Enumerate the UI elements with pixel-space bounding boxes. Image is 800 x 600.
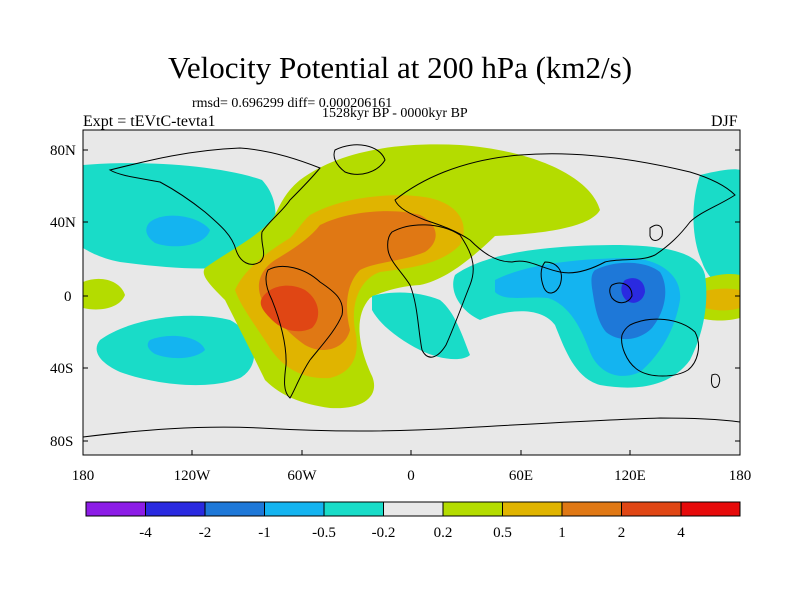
lat-label-40n: 40N bbox=[50, 215, 76, 231]
lon-label-120e: 120E bbox=[614, 468, 646, 484]
colorbar-swatch-11 bbox=[681, 502, 740, 516]
lon-label-120w: 120W bbox=[174, 468, 212, 484]
australia-coast bbox=[621, 318, 699, 377]
lon-label-180w: 180 bbox=[72, 468, 95, 484]
colorbar-swatch-9 bbox=[562, 502, 622, 516]
japan-coast bbox=[649, 224, 663, 241]
stats-text: rmsd= 0.696299 diff= 0.000206161 bbox=[192, 96, 393, 111]
south-atlantic-negative-region bbox=[372, 292, 470, 360]
lon-label-60w: 60W bbox=[287, 468, 317, 484]
south-america-coast bbox=[265, 266, 344, 399]
colorbar-swatch-6 bbox=[383, 502, 443, 516]
period-text: 1528kyr BP - 0000kyr BP bbox=[322, 106, 468, 121]
atlantic-positive-core bbox=[260, 285, 319, 332]
coastlines bbox=[83, 144, 740, 438]
colorbar-swatch-8 bbox=[502, 502, 562, 516]
colorbar-frame bbox=[85, 501, 741, 517]
colorbar-label-9: 2 bbox=[618, 525, 626, 541]
north-pacific-negative-core bbox=[146, 215, 210, 247]
lon-label-60e: 60E bbox=[509, 468, 533, 484]
lat-label-0: 0 bbox=[64, 289, 72, 305]
colorbar-label-10: 4 bbox=[677, 525, 685, 541]
experiment-label: Expt = tEVtC-tevta1 bbox=[83, 113, 216, 130]
colorbar-label-4: -0.5 bbox=[312, 525, 336, 541]
africa-coast bbox=[387, 224, 474, 358]
contour-field bbox=[83, 130, 740, 455]
borneo-coast bbox=[609, 282, 633, 304]
colorbar-label-1: -4 bbox=[139, 525, 152, 541]
west-edge-positive-region bbox=[83, 278, 125, 310]
antarctica-coast bbox=[83, 417, 740, 438]
lat-label-40s: 40S bbox=[50, 361, 73, 377]
north-america-coast bbox=[108, 147, 321, 265]
colorbar: -4 -2 -1 -0.5 -0.2 0.2 0.5 1 2 4 bbox=[85, 501, 741, 541]
new-zealand-coast bbox=[711, 373, 721, 388]
india-coast bbox=[540, 261, 562, 294]
colorbar-swatch-2 bbox=[145, 502, 205, 516]
plot-title: Velocity Potential at 200 hPa (km2/s) bbox=[167, 50, 633, 85]
colorbar-label-3: -1 bbox=[258, 525, 271, 541]
greenland-coast bbox=[333, 144, 386, 175]
eurasia-coast bbox=[394, 153, 736, 274]
colorbar-label-6: 0.2 bbox=[434, 525, 453, 541]
lat-label-80s: 80S bbox=[50, 434, 73, 450]
north-pacific-negative-region bbox=[83, 163, 276, 269]
colorbar-label-2: -2 bbox=[199, 525, 212, 541]
colorbar-swatch-4 bbox=[264, 502, 324, 516]
colorbar-label-7: 0.5 bbox=[493, 525, 512, 541]
maritime-negative-core bbox=[621, 278, 645, 303]
colorbar-label-8: 1 bbox=[558, 525, 566, 541]
colorbar-swatch-3 bbox=[205, 502, 265, 516]
season-label: DJF bbox=[711, 113, 738, 130]
colorbar-swatch-1 bbox=[86, 502, 146, 516]
axis-ticks bbox=[82, 149, 741, 455]
colorbar-label-5: -0.2 bbox=[372, 525, 396, 541]
colorbar-swatch-10 bbox=[621, 502, 681, 516]
south-pacific-negative-core bbox=[147, 335, 205, 359]
colorbar-swatch-7 bbox=[443, 502, 503, 516]
colorbar-swatch-5 bbox=[324, 502, 384, 516]
lon-label-180e: 180 bbox=[729, 468, 752, 484]
east-edge-negative-region bbox=[693, 169, 740, 300]
lon-label-0: 0 bbox=[407, 468, 415, 484]
lat-label-80n: 80N bbox=[50, 143, 76, 159]
